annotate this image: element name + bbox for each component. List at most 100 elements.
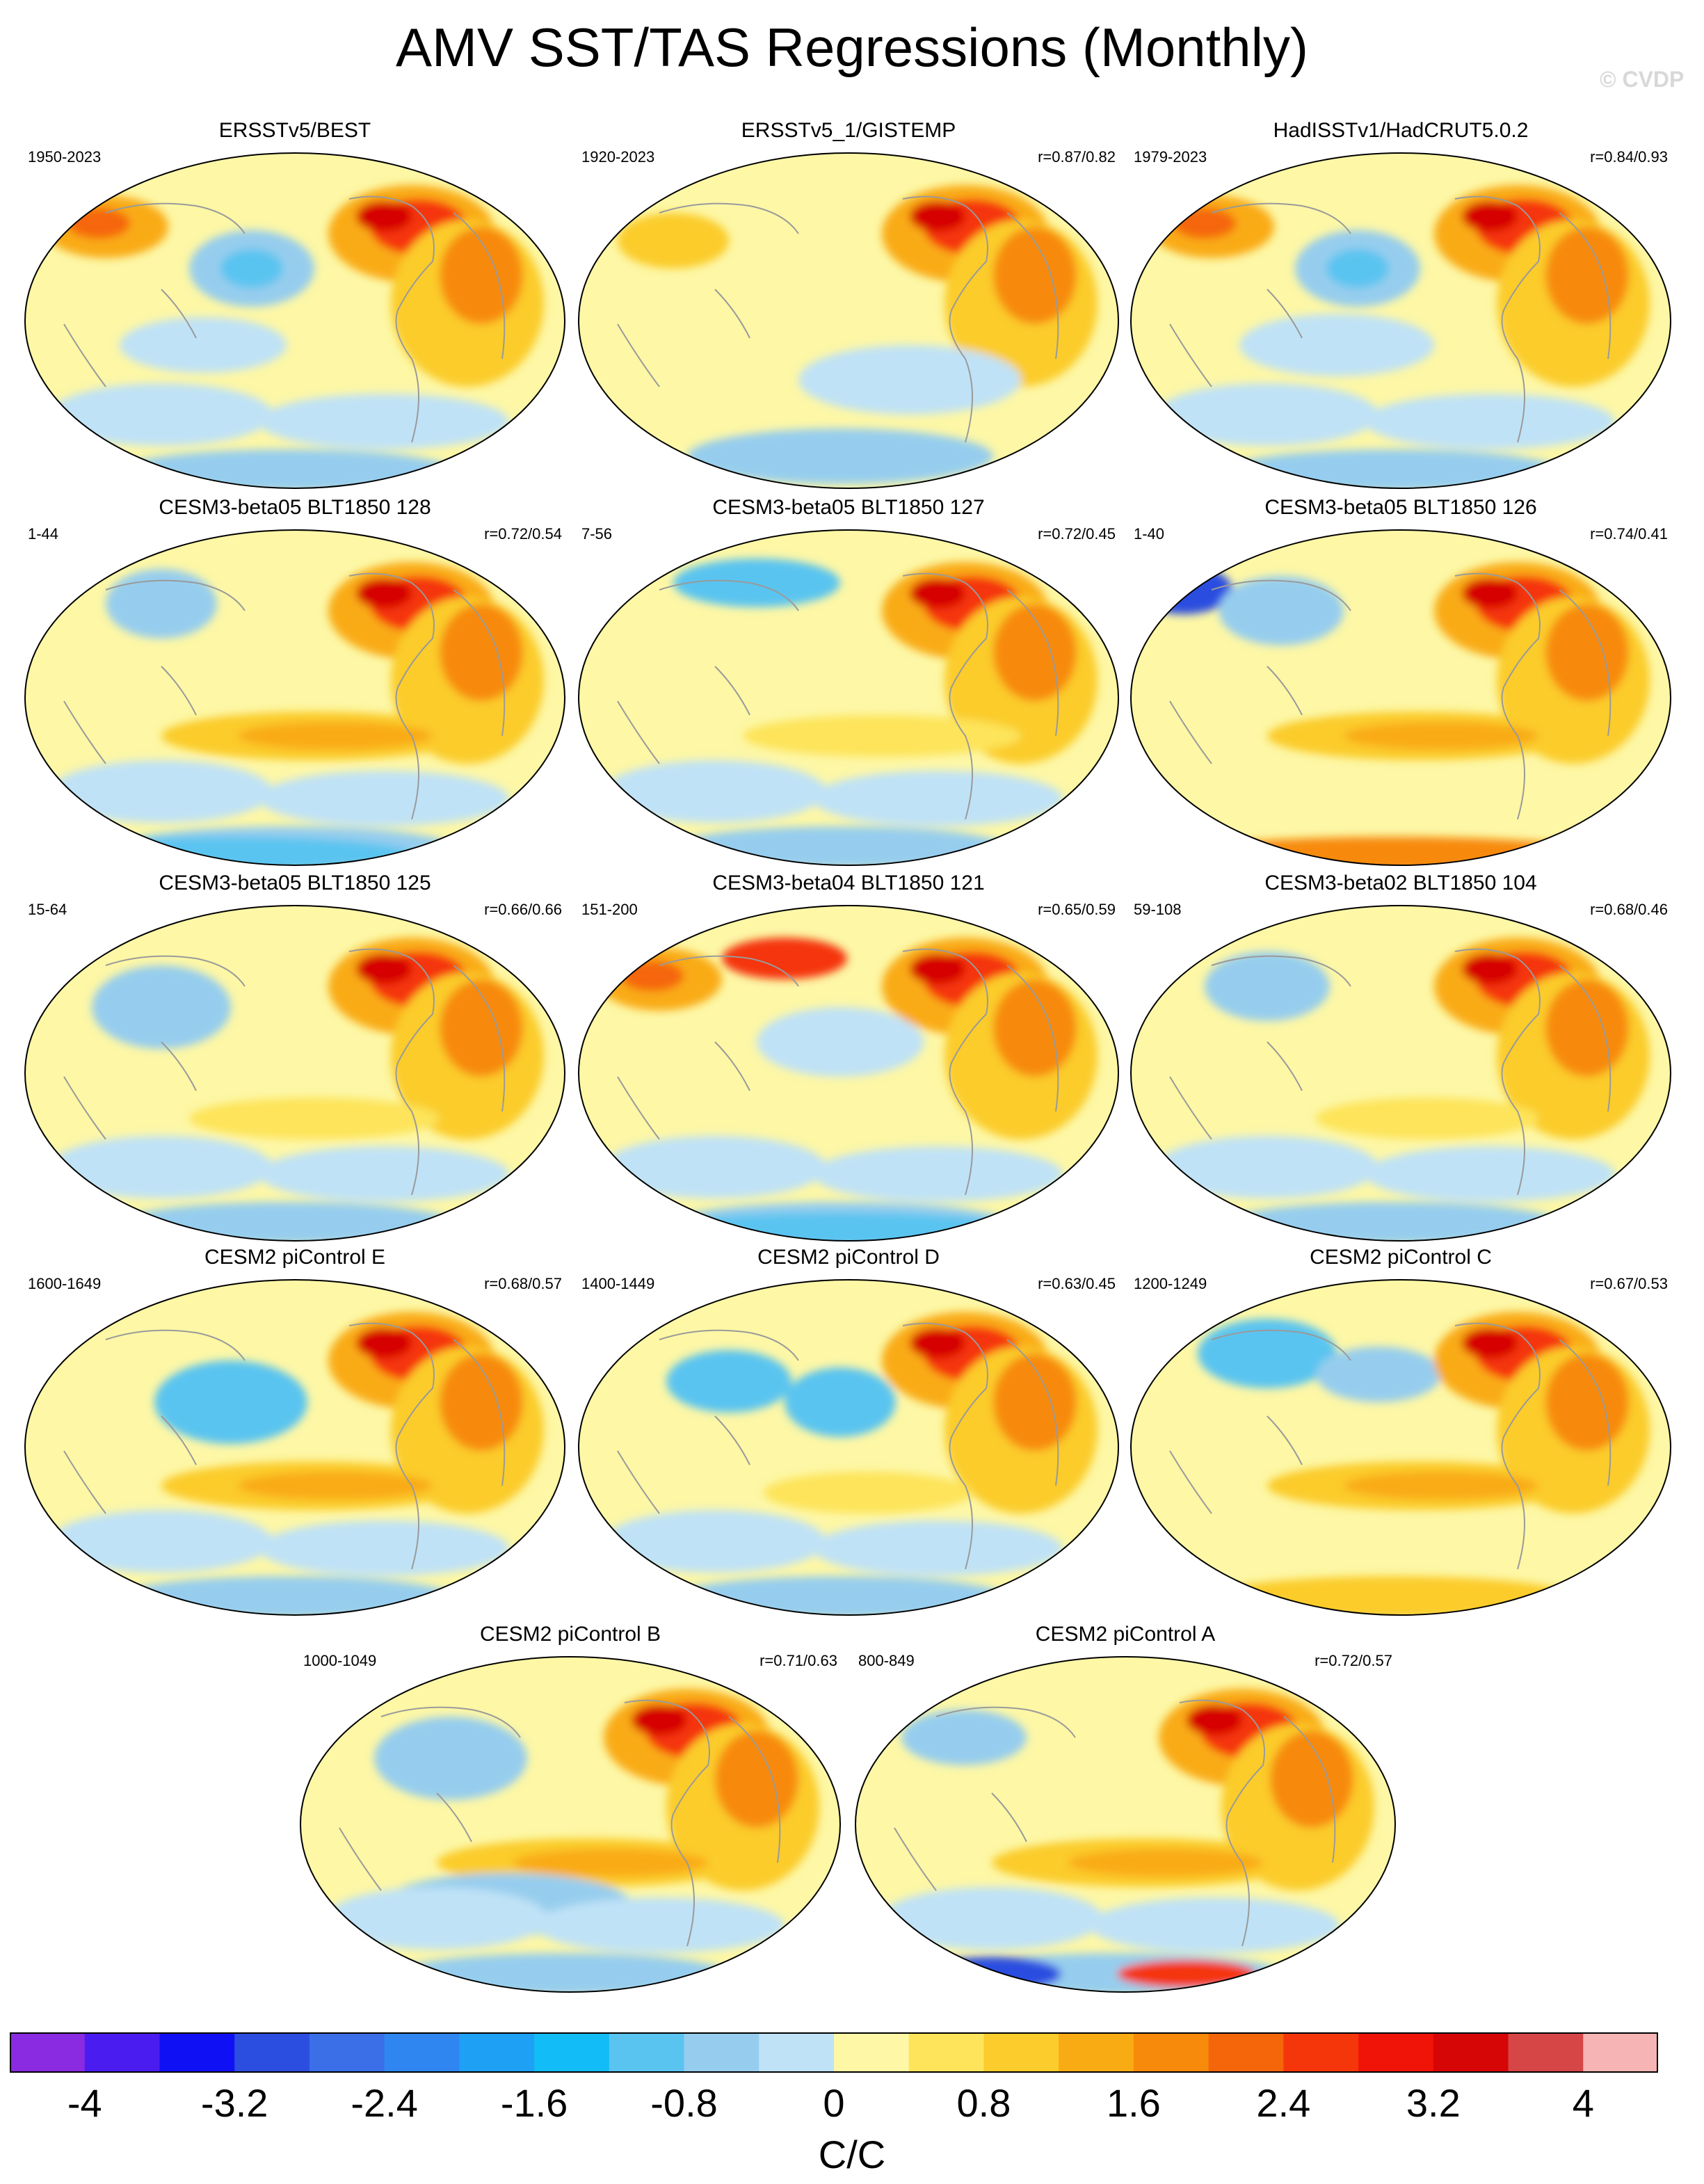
anomaly-region: [1462, 954, 1518, 984]
colorbar-tick-label: -1.6: [500, 2081, 568, 2125]
coastline: [1006, 212, 1059, 360]
coastline: [63, 1076, 106, 1140]
panel-title: CESM3-beta04 BLT1850 121: [712, 872, 985, 894]
coastline: [617, 1076, 660, 1140]
panel-period: 151-200: [581, 901, 638, 918]
map-border: [1130, 1279, 1671, 1616]
coastline: [453, 589, 506, 737]
anomaly-region: [220, 249, 283, 288]
coastline: [624, 1699, 710, 1947]
coastline: [348, 195, 435, 443]
map-panel: HadISSTv1/HadCRUT5.0.2 1979-2023 r=0.84/0.…: [1123, 117, 1679, 492]
coastline: [1006, 589, 1059, 737]
panel-title: CESM3-beta05 BLT1850 126: [1264, 496, 1537, 519]
colorbar-tick-label: 0.8: [956, 2081, 1011, 2125]
panel-title: CESM2 piControl B: [479, 1623, 661, 1646]
colorbar-swatch: [609, 2032, 685, 2073]
panel-correlation: r=0.65/0.59: [1038, 901, 1116, 918]
anomaly-region: [1156, 383, 1379, 446]
anomaly-region: [356, 578, 412, 609]
panel-title: CESM2 piControl A: [1035, 1623, 1216, 1646]
colorbar-swatch: [1583, 2032, 1658, 2073]
map-border: [855, 1656, 1396, 1993]
coastline: [714, 289, 750, 339]
colorbar-swatch: [1358, 2032, 1434, 2073]
map-panel: CESM3-beta05 BLT1850 125 15-64 r=0.66/0.66: [17, 869, 573, 1245]
regression-map: [578, 905, 1119, 1242]
anomaly-region: [764, 1472, 972, 1513]
map-border: [24, 905, 565, 1242]
map-panel: CESM3-beta02 BLT1850 104 59-108 r=0.68/0.4…: [1123, 869, 1679, 1245]
anomaly-region: [106, 569, 217, 639]
anomaly-region: [120, 449, 453, 488]
coastline: [659, 955, 799, 987]
coastline: [1169, 700, 1212, 764]
panel-correlation: r=0.63/0.45: [1038, 1275, 1116, 1292]
anomaly-region: [259, 771, 509, 826]
anomaly-region: [120, 1202, 453, 1241]
colorbar-tick-label: 3.2: [1406, 2081, 1461, 2125]
coastline: [339, 1827, 382, 1891]
anomaly-region: [1089, 1897, 1340, 1953]
anomaly-region: [673, 826, 1007, 865]
anomaly-region: [812, 1146, 1063, 1202]
colorbar-swatch: [1283, 2032, 1359, 2073]
colorbar-swatch: [834, 2032, 910, 2073]
coastline: [1211, 955, 1351, 987]
colorbar-tick-label: -4: [67, 2081, 102, 2125]
anomaly-region: [673, 559, 840, 607]
panel-correlation: r=0.67/0.53: [1590, 1275, 1668, 1292]
map-border: [24, 529, 565, 866]
anomaly-region: [1316, 1347, 1441, 1402]
coastline: [63, 700, 106, 764]
anomaly-region: [120, 317, 287, 373]
coastline: [380, 1706, 521, 1738]
anomaly-region: [673, 1576, 1007, 1615]
anomaly-region: [604, 1510, 826, 1573]
anomaly-region: [1462, 201, 1518, 232]
panel-period: 1600-1649: [28, 1275, 102, 1292]
panel-period: 1979-2023: [1134, 148, 1207, 166]
panel-period: 1-40: [1134, 525, 1165, 543]
coastline: [935, 1706, 1076, 1738]
anomaly-region: [604, 1136, 826, 1198]
panel-title: CESM3-beta05 BLT1850 127: [712, 496, 985, 519]
anomaly-region: [757, 1007, 924, 1077]
coastline: [1454, 572, 1541, 820]
watermark: © CVDP: [1600, 67, 1685, 92]
anomaly-region: [910, 578, 965, 609]
anomaly-region: [534, 1897, 785, 1953]
coastline: [894, 1827, 937, 1891]
coastline: [659, 1329, 799, 1361]
anomaly-region: [687, 428, 993, 484]
panel-title: CESM3-beta05 BLT1850 125: [159, 872, 431, 894]
anomaly-region: [1344, 722, 1538, 750]
regression-map: [578, 1279, 1119, 1616]
panel-correlation: r=0.87/0.82: [1038, 148, 1116, 166]
map-panel: CESM3-beta04 BLT1850 121 151-200 r=0.65/0.…: [570, 869, 1127, 1245]
coastline: [161, 289, 197, 339]
coastline: [1267, 1415, 1303, 1466]
coastline: [1211, 1329, 1351, 1361]
anomaly-region: [1212, 1576, 1573, 1615]
colorbar-swatch: [684, 2032, 759, 2073]
anomaly-region: [901, 1710, 1027, 1765]
coastline: [63, 323, 106, 387]
panel-correlation: r=0.66/0.66: [484, 901, 562, 918]
coastline: [436, 1792, 472, 1842]
coastline: [1454, 195, 1541, 443]
coastline: [1211, 202, 1351, 234]
anomaly-region: [1239, 314, 1434, 376]
anomaly-region: [1135, 565, 1232, 614]
regression-map: [1130, 905, 1671, 1242]
panel-correlation: r=0.72/0.54: [484, 525, 562, 543]
coastline: [105, 1329, 246, 1361]
panel-title: ERSSTv5_1/GISTEMP: [741, 119, 956, 142]
anomaly-region: [621, 961, 684, 991]
anomaly-region: [50, 1510, 273, 1573]
map-panel: CESM3-beta05 BLT1850 126 1-40 r=0.74/0.41: [1123, 494, 1679, 869]
coastline: [902, 948, 988, 1196]
coastline: [453, 1339, 506, 1486]
coastline: [105, 579, 246, 611]
anomaly-region: [325, 1887, 548, 1950]
